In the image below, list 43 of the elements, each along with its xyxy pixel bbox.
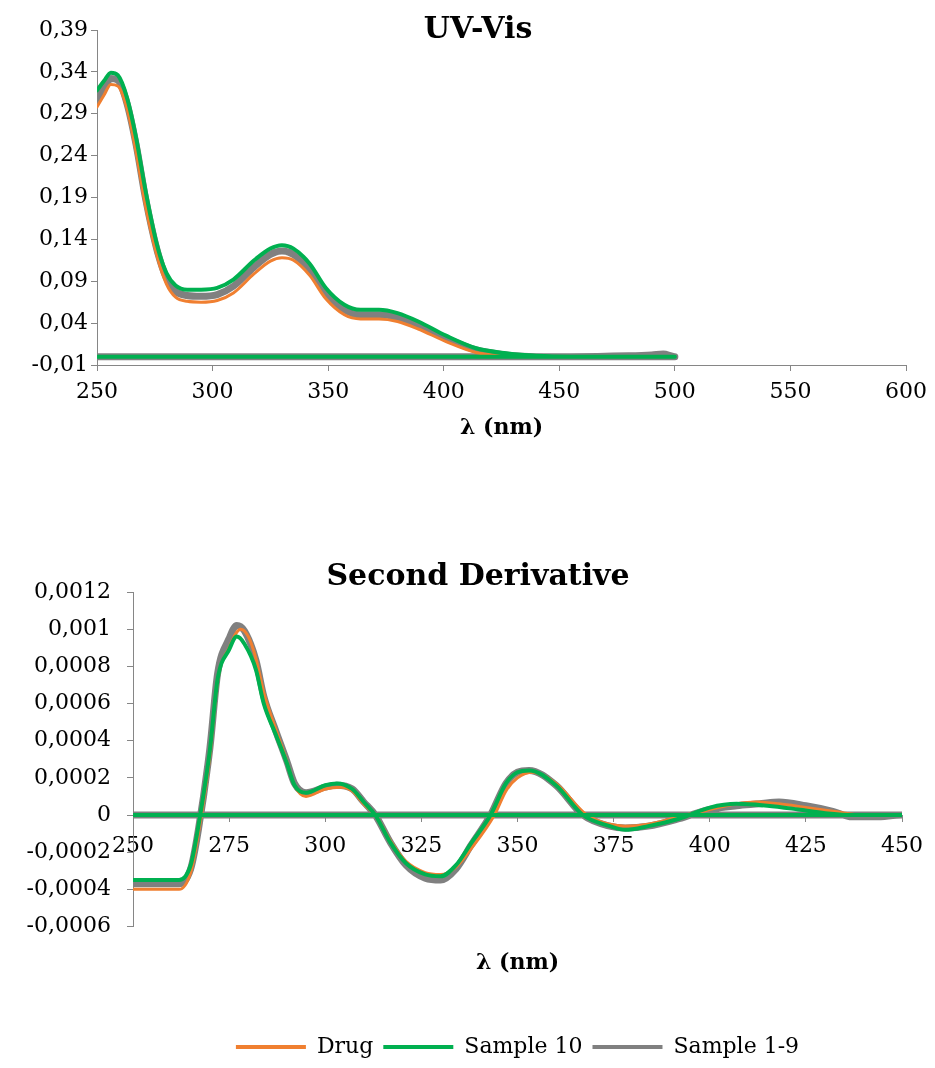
y-tick-label: 0,0008 — [34, 652, 111, 678]
y-tick-label: 0,09 — [39, 266, 88, 292]
legend-label: Drug — [316, 1032, 374, 1058]
y-tick-label: -0,0004 — [26, 875, 111, 901]
x-tick-label: 450 — [881, 831, 923, 857]
x-tick-label: 300 — [304, 831, 347, 857]
x-tick-label: 325 — [400, 831, 443, 857]
y-tick-label: 0,29 — [39, 99, 88, 125]
y-tick-label: 0,24 — [39, 141, 88, 167]
x-tick-label: 350 — [307, 377, 350, 403]
x-tick-label: 250 — [112, 831, 154, 857]
y-tick-label: 0,04 — [39, 308, 88, 334]
y-tick-label: 0 — [97, 800, 111, 826]
x-tick-label: 400 — [688, 831, 731, 857]
x-tick-label: 250 — [76, 377, 118, 403]
y-tick-label: 0,0004 — [34, 726, 111, 752]
y-tick-label: -0,0002 — [26, 837, 111, 863]
y-tick-label: 0,34 — [39, 57, 88, 83]
y-tick-label: 0,0006 — [34, 689, 111, 715]
x-tick-label: 500 — [653, 377, 696, 403]
y-tick-label: 0,14 — [39, 225, 88, 251]
x-tick-label: 600 — [885, 377, 927, 403]
y-tick-label: 0,0012 — [34, 577, 111, 603]
chart-title: Second Derivative — [326, 556, 630, 592]
y-tick-label: 0,0002 — [34, 763, 111, 789]
x-tick-label: 375 — [592, 831, 635, 857]
y-tick-label: -0,0006 — [26, 912, 111, 938]
y-tick-label: 0,39 — [39, 15, 88, 41]
x-tick-label: 550 — [769, 377, 812, 403]
y-tick-label: 0,19 — [39, 183, 88, 209]
y-tick-label: 0,001 — [48, 614, 111, 640]
x-tick-label: 450 — [538, 377, 581, 403]
legend-label: Sample 10 — [464, 1032, 583, 1058]
x-tick-label: 425 — [784, 831, 827, 857]
x-axis-title: λ (nm) — [459, 412, 544, 439]
x-axis-title: λ (nm) — [475, 947, 560, 974]
x-tick-label: 275 — [208, 831, 251, 857]
y-tick-label: -0,01 — [31, 350, 88, 376]
x-tick-label: 300 — [191, 377, 234, 403]
x-tick-label: 400 — [422, 377, 465, 403]
x-tick-label: 350 — [496, 831, 539, 857]
legend-label: Sample 1-9 — [673, 1032, 800, 1058]
chart-title: UV-Vis — [423, 9, 533, 45]
